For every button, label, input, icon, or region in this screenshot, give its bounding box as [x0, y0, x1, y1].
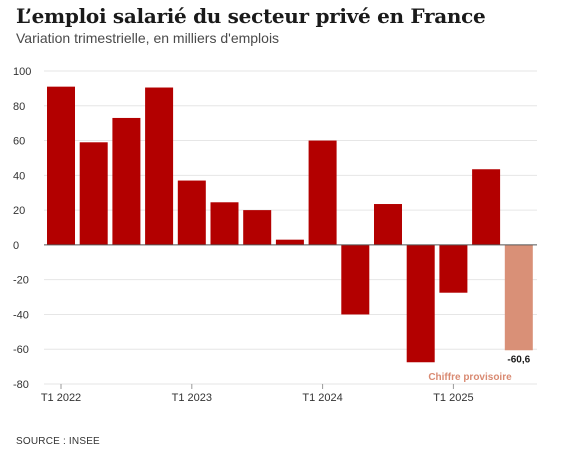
- provisional-annotation: Chiffre provisoire: [428, 372, 512, 383]
- x-tick-label: T1 2024: [302, 392, 342, 404]
- bar: [275, 239, 304, 245]
- bar: [308, 140, 337, 245]
- bar-chart: 100 80 60 40 20 0 -20 -40 -60 -80 T1 2022 T1 2023 T1…: [13, 66, 537, 404]
- source-note: SOURCE : INSEE: [16, 436, 100, 447]
- y-tick-label: 60: [13, 136, 25, 148]
- y-tick-label: 20: [13, 205, 25, 217]
- y-tick-label: -80: [13, 379, 29, 391]
- bar: [177, 180, 206, 245]
- x-tick-label: T1 2025: [433, 392, 473, 404]
- x-tick-label: T1 2022: [41, 392, 81, 404]
- bar: [374, 204, 402, 245]
- bar: [145, 87, 174, 245]
- bar: [210, 202, 239, 245]
- bar: [79, 142, 108, 245]
- bar: [341, 244, 370, 315]
- bar-provisional: [504, 244, 533, 351]
- bar: [472, 169, 501, 245]
- y-tick-label: 40: [13, 170, 25, 182]
- y-tick-label: 80: [13, 101, 25, 113]
- x-tick-label: T1 2023: [172, 392, 212, 404]
- chart-title: L’emploi salarié du secteur privé en Fra…: [16, 4, 486, 28]
- bar: [47, 86, 75, 245]
- y-tick-label: 100: [13, 66, 31, 78]
- y-tick-label: -60: [13, 344, 29, 356]
- bar: [406, 244, 435, 363]
- chart-subtitle: Variation trimestrielle, en milliers d'e…: [16, 30, 280, 46]
- y-tick-label: -40: [13, 309, 29, 321]
- bar: [243, 210, 272, 245]
- bar: [112, 117, 141, 245]
- bar: [439, 244, 468, 293]
- y-tick-label: 0: [13, 240, 19, 252]
- value-label: -60,6: [507, 354, 530, 365]
- y-tick-label: -20: [13, 275, 29, 287]
